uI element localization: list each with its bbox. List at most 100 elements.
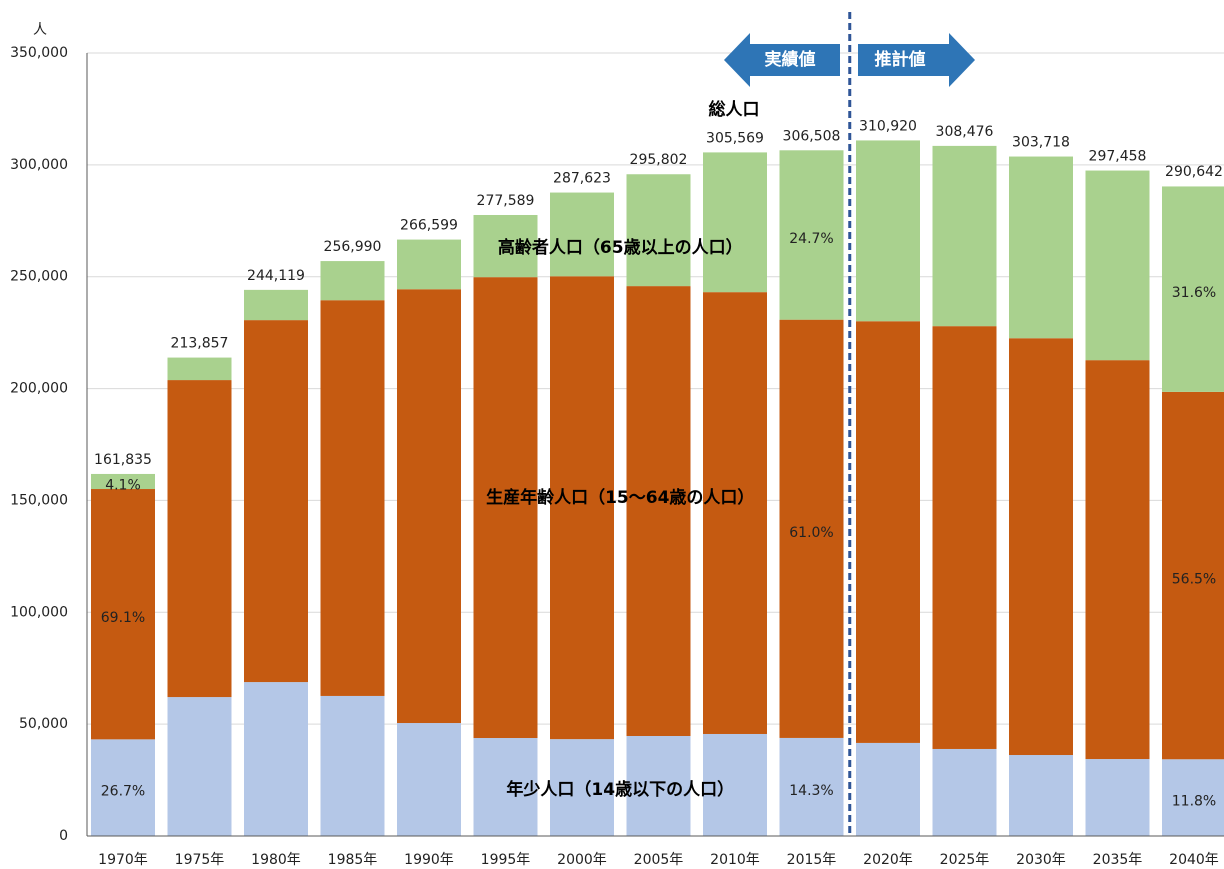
bar-segment [779, 737, 844, 836]
bar-segment [91, 489, 155, 740]
bar-segment [167, 380, 232, 698]
x-tick-label: 1980年 [251, 852, 301, 868]
bar-segment [1009, 156, 1073, 339]
x-tick-label: 2025年 [940, 852, 990, 868]
totals-title: 総人口 [709, 99, 760, 120]
share-label: 14.3% [789, 783, 833, 799]
bar-segment [550, 192, 614, 277]
bar-segment [473, 277, 538, 739]
actual-arrow [724, 33, 840, 87]
bar-segment [779, 319, 844, 738]
bar-segment [1085, 759, 1150, 836]
x-tick-label: 2030年 [1016, 852, 1066, 868]
bar-segment [626, 174, 691, 287]
x-tick-label: 1995年 [481, 852, 531, 868]
x-tick-label: 2015年 [787, 852, 837, 868]
bar-segment [550, 276, 614, 740]
series-name: 生産年齢人口（15～64歳の人口） [486, 487, 754, 508]
x-tick-label: 2005年 [634, 852, 684, 868]
y-tick-label: 350,000 [10, 45, 68, 61]
bar-segment [473, 214, 538, 278]
bar-segment [1162, 391, 1224, 760]
actual-label: 実績値 [765, 49, 816, 70]
bar-segment [397, 289, 461, 724]
series-name: 年少人口（14歳以下の人口） [506, 779, 734, 800]
total-label: 305,569 [706, 130, 764, 146]
y-tick-label: 200,000 [10, 381, 68, 397]
share-label: 26.7% [101, 784, 145, 800]
total-label: 244,119 [247, 268, 305, 284]
bar-segment [473, 738, 538, 836]
bar-segment [703, 152, 767, 293]
total-label: 256,990 [324, 239, 382, 255]
bar-segment [703, 292, 767, 734]
bar-segment [856, 321, 920, 743]
bar-segment [244, 320, 308, 683]
x-tick-label: 1990年 [404, 852, 454, 868]
y-axis-label: 人 [33, 22, 47, 38]
y-tick-label: 150,000 [10, 492, 68, 508]
bar-segment [626, 286, 691, 736]
bar-segment [1162, 759, 1224, 836]
y-tick-label: 50,000 [19, 716, 68, 732]
total-label: 287,623 [553, 171, 611, 187]
y-tick-label: 0 [59, 828, 68, 844]
y-tick-label: 300,000 [10, 157, 68, 173]
y-tick-label: 100,000 [10, 604, 68, 620]
share-label: 69.1% [101, 610, 145, 626]
bar-segment [1009, 755, 1073, 836]
bar-segment [167, 697, 232, 836]
x-tick-label: 2020年 [863, 852, 913, 868]
y-tick-label: 250,000 [10, 269, 68, 285]
bar-segment [1162, 186, 1224, 392]
total-label: 295,802 [630, 152, 688, 168]
total-label: 303,718 [1012, 135, 1070, 151]
bar-segment [703, 733, 767, 836]
forecast-arrow [858, 33, 975, 87]
x-tick-label: 1985年 [328, 852, 378, 868]
bar-segment [1009, 338, 1073, 756]
total-label: 213,857 [171, 336, 229, 352]
share-label: 31.6% [1172, 285, 1216, 301]
total-label: 161,835 [94, 452, 152, 468]
bar-segment [856, 742, 920, 836]
bar-segment [320, 695, 385, 836]
total-label: 277,589 [477, 193, 535, 209]
bar-segment [1085, 360, 1150, 760]
total-label: 308,476 [936, 124, 994, 140]
x-tick-label: 2040年 [1169, 852, 1219, 868]
share-label: 24.7% [789, 231, 833, 247]
forecast-label: 推計値 [875, 49, 926, 70]
total-label: 290,642 [1165, 164, 1223, 180]
bar-segment [550, 739, 614, 836]
total-label: 306,508 [783, 128, 841, 144]
bar-segment [244, 289, 308, 321]
bar-segment [320, 261, 385, 301]
bar-segment [932, 145, 997, 327]
bar-segment [167, 357, 232, 381]
bar-segment [91, 473, 155, 490]
share-label: 56.5% [1172, 572, 1216, 588]
bar-segment [932, 326, 997, 749]
bar-segment [91, 739, 155, 836]
share-label: 11.8% [1172, 794, 1216, 810]
bar-segment [244, 682, 308, 836]
x-tick-label: 2035年 [1093, 852, 1143, 868]
total-label: 310,920 [859, 118, 917, 134]
total-label: 266,599 [400, 218, 458, 234]
x-tick-label: 2000年 [557, 852, 607, 868]
bar-segment [397, 239, 461, 290]
bar-segment [1085, 170, 1150, 361]
bar-segment [932, 748, 997, 836]
bar-segment [856, 140, 920, 322]
bar-segment [779, 150, 844, 320]
bar-segment [626, 735, 691, 836]
series-name: 高齢者人口（65歳以上の人口） [498, 237, 743, 258]
share-label: 4.1% [105, 477, 141, 493]
total-label: 297,458 [1089, 149, 1147, 165]
bar-segment [320, 300, 385, 696]
x-tick-label: 1975年 [175, 852, 225, 868]
x-tick-label: 1970年 [98, 852, 148, 868]
